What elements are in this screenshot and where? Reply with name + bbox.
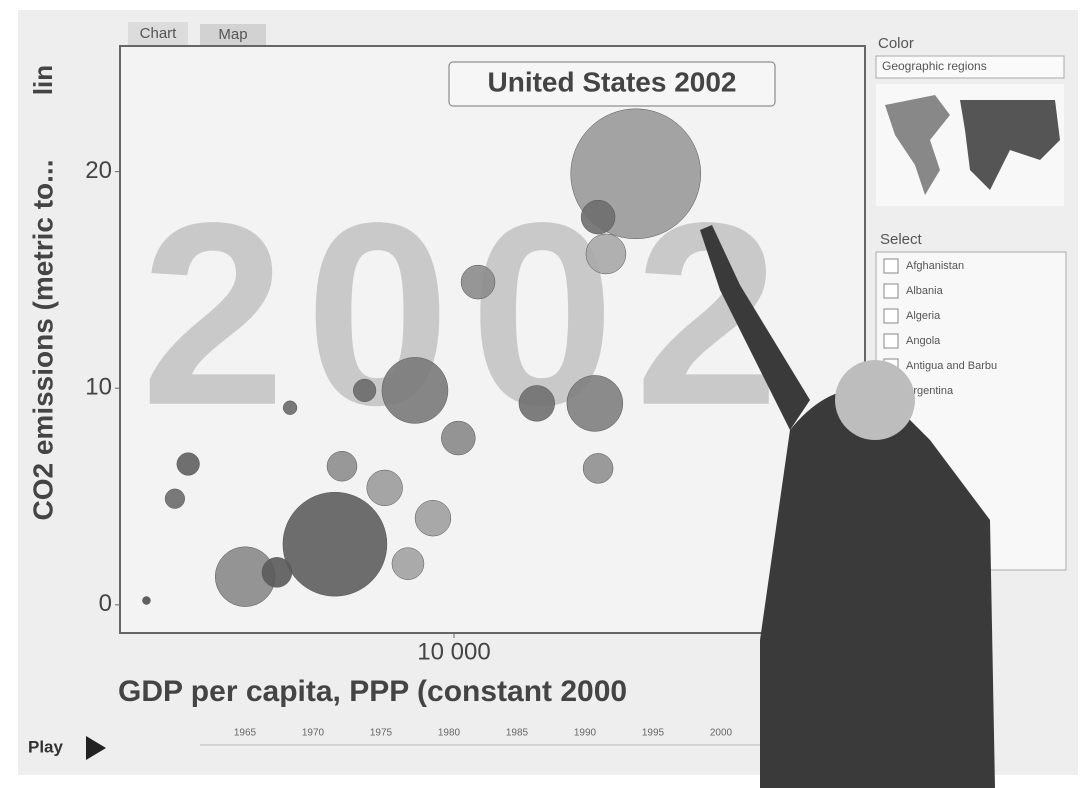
country-checkbox[interactable] — [883, 308, 899, 324]
bubble — [381, 357, 449, 424]
bubble — [282, 400, 298, 415]
color-dropdown[interactable] — [875, 55, 1065, 79]
play-label[interactable]: Play — [28, 737, 64, 756]
country-name[interactable]: Algeria — [906, 310, 941, 322]
bubble — [326, 450, 358, 482]
presenter-body — [760, 388, 995, 788]
y-tick-label: 20 — [85, 157, 112, 184]
y-scale-label[interactable]: lin — [28, 65, 58, 95]
bubble — [261, 557, 293, 588]
bubble — [518, 385, 555, 422]
bubble — [282, 491, 388, 597]
bubble — [353, 378, 377, 402]
timeline-year: 1995 — [642, 728, 665, 739]
bubble — [142, 596, 151, 605]
y-tick-label: 10 — [85, 374, 112, 401]
color-label: Color — [878, 35, 914, 52]
timeline-year: 1970 — [302, 728, 325, 739]
bubble — [366, 469, 403, 507]
bubble — [460, 264, 496, 300]
tab-label[interactable]: Map — [218, 26, 247, 43]
country-name[interactable]: Angola — [906, 335, 941, 347]
country-name[interactable]: Argentina — [906, 385, 954, 397]
tab[interactable] — [200, 24, 266, 46]
country-checkbox[interactable] — [883, 283, 899, 299]
bubble — [585, 233, 627, 275]
color-option[interactable]: Geographic regions — [882, 59, 987, 73]
timeline-year: 2000 — [710, 728, 733, 739]
watermark: 2002 — [141, 170, 799, 460]
country-name[interactable]: Afghanistan — [906, 260, 964, 272]
map-eurasia-africa — [960, 100, 1060, 190]
bubble — [164, 488, 185, 509]
tab[interactable] — [128, 22, 188, 46]
bubble — [582, 453, 614, 484]
timeline-year: 1965 — [234, 728, 257, 739]
play-button[interactable] — [86, 736, 106, 760]
timeline-year: 1980 — [438, 728, 461, 739]
chart-title: United States 2002 — [488, 66, 737, 97]
country-name[interactable]: Albania — [906, 285, 944, 297]
country-name[interactable]: Antigua and Barbu — [906, 360, 997, 372]
presenter-head — [835, 360, 915, 440]
timeline-year: 1975 — [370, 728, 393, 739]
bubble — [441, 420, 476, 456]
y-axis-label: CO2 emissions (metric to... — [27, 160, 58, 521]
bubble — [580, 199, 616, 235]
tab-label[interactable]: Chart — [140, 25, 178, 42]
bubble — [176, 452, 200, 476]
plot-area — [119, 45, 866, 634]
timeline-year: 1990 — [574, 728, 597, 739]
country-checkbox[interactable] — [883, 258, 899, 274]
title-box — [448, 61, 776, 107]
y-tick-label: 0 — [99, 590, 112, 617]
country-checkbox[interactable] — [883, 333, 899, 349]
presenter — [700, 225, 995, 788]
select-label: Select — [880, 231, 923, 248]
bubble — [414, 500, 452, 537]
timeline-year: 1985 — [506, 728, 529, 739]
map-americas — [885, 95, 950, 195]
presenter-arm — [700, 225, 810, 430]
bubble — [566, 375, 624, 432]
x-axis-label: GDP per capita, PPP (constant 2000 — [118, 675, 627, 708]
x-tick-label: 10 000 — [417, 638, 490, 665]
bubble — [391, 547, 425, 580]
